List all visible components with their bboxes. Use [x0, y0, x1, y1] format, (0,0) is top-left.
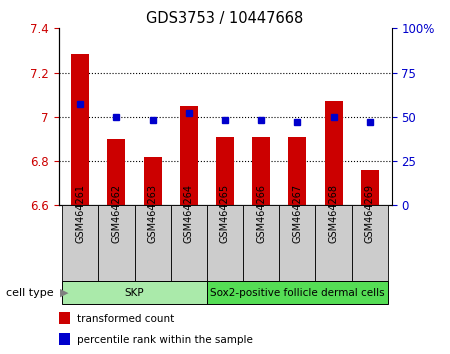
Text: GSM464264: GSM464264 — [184, 184, 194, 244]
Bar — [252, 137, 270, 205]
Text: GSM464262: GSM464262 — [112, 184, 122, 244]
Bar — [71, 54, 89, 205]
Text: percentile rank within the sample: percentile rank within the sample — [77, 335, 253, 345]
Bar — [135, 205, 171, 281]
Text: cell type: cell type — [6, 288, 54, 298]
Bar — [324, 101, 342, 205]
Bar — [243, 205, 279, 281]
Bar — [216, 137, 234, 205]
Text: Sox2-positive follicle dermal cells: Sox2-positive follicle dermal cells — [210, 288, 385, 298]
Bar — [144, 156, 162, 205]
Bar — [279, 205, 315, 281]
Text: GSM464261: GSM464261 — [75, 184, 85, 244]
Bar — [352, 205, 388, 281]
Bar — [361, 170, 379, 205]
Text: SKP: SKP — [125, 288, 144, 298]
Text: transformed count: transformed count — [77, 314, 174, 324]
Bar — [207, 281, 388, 304]
Bar — [98, 205, 135, 281]
Bar — [315, 205, 352, 281]
Bar — [58, 333, 70, 345]
Text: GSM464265: GSM464265 — [220, 184, 230, 244]
Text: ▶: ▶ — [60, 288, 69, 298]
Text: GSM464267: GSM464267 — [292, 184, 302, 244]
Bar — [288, 137, 306, 205]
Bar — [58, 312, 70, 324]
Bar — [62, 205, 98, 281]
Title: GDS3753 / 10447668: GDS3753 / 10447668 — [146, 11, 304, 26]
Bar — [171, 205, 207, 281]
Text: GSM464269: GSM464269 — [365, 184, 375, 244]
Bar — [180, 106, 198, 205]
Bar — [108, 139, 126, 205]
Text: GSM464268: GSM464268 — [328, 184, 338, 244]
Bar — [62, 281, 207, 304]
Text: GSM464266: GSM464266 — [256, 184, 266, 244]
Bar — [207, 205, 243, 281]
Text: GSM464263: GSM464263 — [148, 184, 157, 244]
